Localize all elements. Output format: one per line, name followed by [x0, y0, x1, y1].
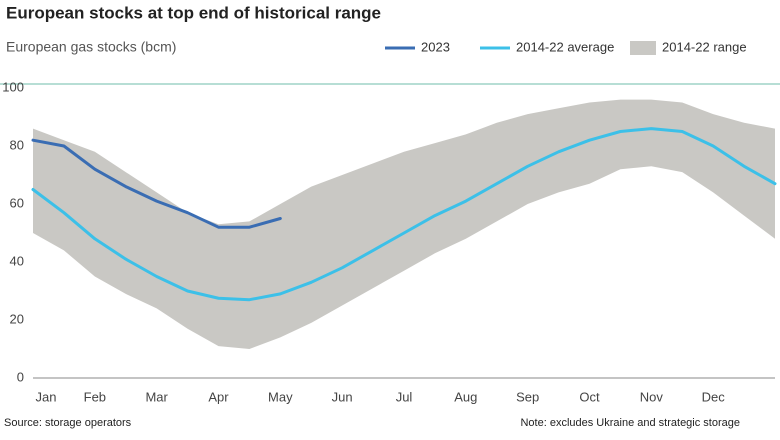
- x-tick-label: Aug: [454, 389, 477, 404]
- x-tick-label: Jul: [396, 389, 413, 404]
- x-tick-label: Nov: [640, 389, 664, 404]
- y-tick-label: 20: [10, 311, 24, 326]
- y-tick-label: 60: [10, 195, 24, 210]
- range-band: [33, 99, 775, 349]
- legend-label: 2014-22 range: [662, 39, 747, 54]
- chart-subtitle: European gas stocks (bcm): [6, 39, 176, 55]
- series-line: [31, 127, 777, 302]
- x-tick-label: Jan: [36, 389, 57, 404]
- x-tick-label: Dec: [702, 389, 726, 404]
- y-tick-label: 80: [10, 137, 24, 152]
- y-tick-label: 100: [2, 79, 24, 94]
- note: Note: excludes Ukraine and strategic sto…: [520, 417, 740, 429]
- legend-label: 2023: [421, 39, 450, 54]
- x-tick-label: Sep: [516, 389, 539, 404]
- chart-title: European stocks at top end of historical…: [6, 3, 381, 22]
- legend-swatch: [630, 41, 656, 55]
- y-tick-label: 0: [17, 369, 24, 384]
- legend-label: 2014-22 average: [516, 39, 614, 54]
- x-tick-label: Feb: [84, 389, 106, 404]
- source: Source: storage operators: [4, 417, 132, 429]
- x-tick-label: Mar: [145, 389, 168, 404]
- y-tick-label: 40: [10, 253, 24, 268]
- series-line: [31, 138, 282, 229]
- x-tick-label: Apr: [208, 389, 229, 404]
- x-tick-label: Jun: [332, 389, 353, 404]
- x-tick-label: May: [268, 389, 293, 404]
- x-tick-label: Oct: [579, 389, 600, 404]
